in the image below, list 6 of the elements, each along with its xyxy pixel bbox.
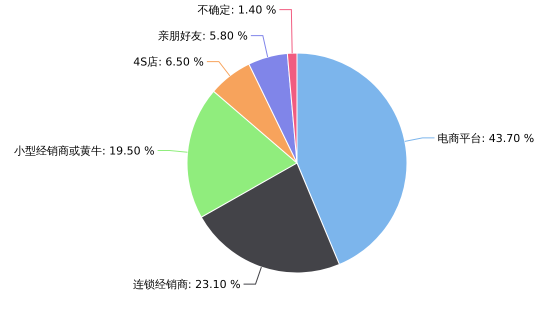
slice-label: 小型经销商或黄牛: 19.50 % [14,144,155,158]
slice-label: 亲朋好友: 5.80 % [158,30,248,43]
slice-label: 4S店: 6.50 % [133,56,204,69]
slice-label: 不确定: 1.40 % [198,4,276,17]
slice-label: 连锁经销商: 23.10 % [132,278,241,292]
slice-label: 电商平台: 43.70 % [438,132,534,145]
